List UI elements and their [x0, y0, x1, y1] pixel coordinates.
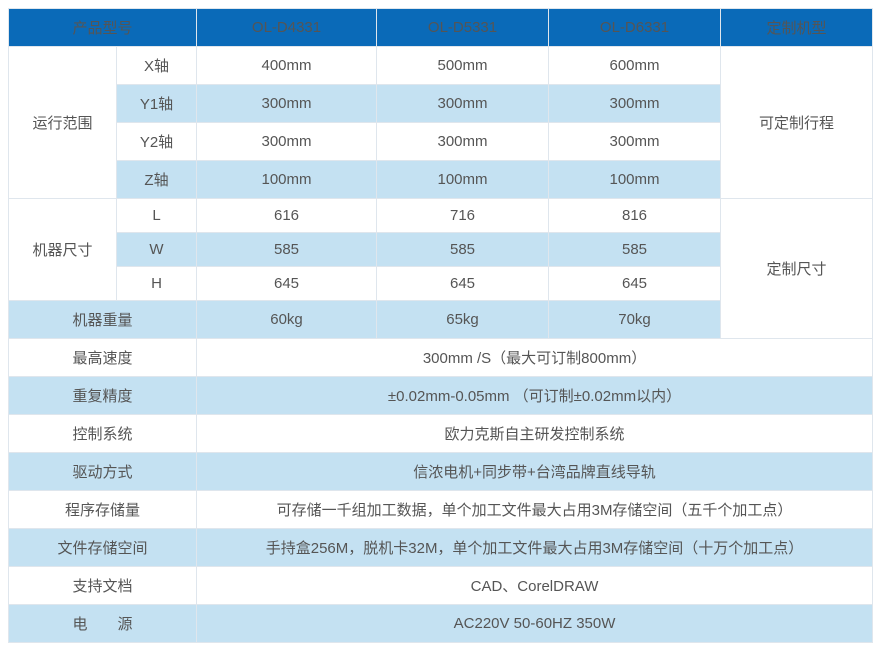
hdr-model-2: OL-D5331: [377, 9, 549, 47]
run-range-custom: 可定制行程: [721, 47, 873, 199]
run-range-z-v1: 100mm: [197, 161, 377, 199]
supported-docs-row: 支持文档 CAD、CorelDRAW: [9, 567, 873, 605]
drive-mode-label: 驱动方式: [9, 453, 197, 491]
drive-mode-row: 驱动方式 信浓电机+同步带+台湾品牌直线导轨: [9, 453, 873, 491]
machine-weight-v3: 70kg: [549, 301, 721, 339]
run-range-x-label: X轴: [117, 47, 197, 85]
power-label: 电 源: [9, 605, 197, 643]
program-storage-label: 程序存储量: [9, 491, 197, 529]
program-storage-row: 程序存储量 可存储一千组加工数据，单个加工文件最大占用3M存储空间（五千个加工点…: [9, 491, 873, 529]
power-row: 电 源 AC220V 50-60HZ 350W: [9, 605, 873, 643]
control-system-value: 欧力克斯自主研发控制系统: [197, 415, 873, 453]
supported-docs-value: CAD、CorelDRAW: [197, 567, 873, 605]
machine-size-h-v1: 645: [197, 267, 377, 301]
run-range-y1-label: Y1轴: [117, 85, 197, 123]
hdr-model-3: OL-D6331: [549, 9, 721, 47]
run-range-x-v2: 500mm: [377, 47, 549, 85]
machine-size-h-label: H: [117, 267, 197, 301]
run-range-y1-v1: 300mm: [197, 85, 377, 123]
program-storage-value: 可存储一千组加工数据，单个加工文件最大占用3M存储空间（五千个加工点）: [197, 491, 873, 529]
machine-weight-v1: 60kg: [197, 301, 377, 339]
machine-size-l-label: L: [117, 199, 197, 233]
spec-table: 产品型号 OL-D4331 OL-D5331 OL-D6331 定制机型 运行范…: [8, 8, 873, 643]
run-range-x-row: 运行范围 X轴 400mm 500mm 600mm 可定制行程: [9, 47, 873, 85]
machine-size-l-v1: 616: [197, 199, 377, 233]
run-range-z-v3: 100mm: [549, 161, 721, 199]
run-range-y2-v2: 300mm: [377, 123, 549, 161]
machine-size-h-v3: 645: [549, 267, 721, 301]
machine-size-w-v2: 585: [377, 233, 549, 267]
machine-size-label: 机器尺寸: [9, 199, 117, 301]
supported-docs-label: 支持文档: [9, 567, 197, 605]
machine-size-w-label: W: [117, 233, 197, 267]
hdr-custom-model: 定制机型: [721, 9, 873, 47]
file-storage-row: 文件存储空间 手持盒256M，脱机卡32M，单个加工文件最大占用3M存储空间（十…: [9, 529, 873, 567]
machine-size-custom: 定制尺寸: [721, 199, 873, 339]
machine-size-l-row: 机器尺寸 L 616 716 816 定制尺寸: [9, 199, 873, 233]
machine-size-l-v3: 816: [549, 199, 721, 233]
hdr-product-model: 产品型号: [9, 9, 197, 47]
power-value: AC220V 50-60HZ 350W: [197, 605, 873, 643]
run-range-y2-v3: 300mm: [549, 123, 721, 161]
run-range-y2-v1: 300mm: [197, 123, 377, 161]
file-storage-label: 文件存储空间: [9, 529, 197, 567]
max-speed-row: 最高速度 300mm /S（最大可订制800mm）: [9, 339, 873, 377]
repeat-accuracy-label: 重复精度: [9, 377, 197, 415]
run-range-label: 运行范围: [9, 47, 117, 199]
repeat-accuracy-row: 重复精度 ±0.02mm-0.05mm （可订制±0.02mm以内）: [9, 377, 873, 415]
machine-weight-v2: 65kg: [377, 301, 549, 339]
run-range-z-label: Z轴: [117, 161, 197, 199]
machine-size-h-v2: 645: [377, 267, 549, 301]
run-range-z-v2: 100mm: [377, 161, 549, 199]
control-system-row: 控制系统 欧力克斯自主研发控制系统: [9, 415, 873, 453]
run-range-y2-label: Y2轴: [117, 123, 197, 161]
hdr-model-1: OL-D4331: [197, 9, 377, 47]
machine-size-w-v3: 585: [549, 233, 721, 267]
max-speed-value: 300mm /S（最大可订制800mm）: [197, 339, 873, 377]
machine-size-w-v1: 585: [197, 233, 377, 267]
repeat-accuracy-value: ±0.02mm-0.05mm （可订制±0.02mm以内）: [197, 377, 873, 415]
file-storage-value: 手持盒256M，脱机卡32M，单个加工文件最大占用3M存储空间（十万个加工点）: [197, 529, 873, 567]
drive-mode-value: 信浓电机+同步带+台湾品牌直线导轨: [197, 453, 873, 491]
run-range-y1-v2: 300mm: [377, 85, 549, 123]
header-row: 产品型号 OL-D4331 OL-D5331 OL-D6331 定制机型: [9, 9, 873, 47]
machine-weight-label: 机器重量: [9, 301, 197, 339]
control-system-label: 控制系统: [9, 415, 197, 453]
max-speed-label: 最高速度: [9, 339, 197, 377]
machine-size-l-v2: 716: [377, 199, 549, 233]
run-range-y1-v3: 300mm: [549, 85, 721, 123]
run-range-x-v1: 400mm: [197, 47, 377, 85]
run-range-x-v3: 600mm: [549, 47, 721, 85]
